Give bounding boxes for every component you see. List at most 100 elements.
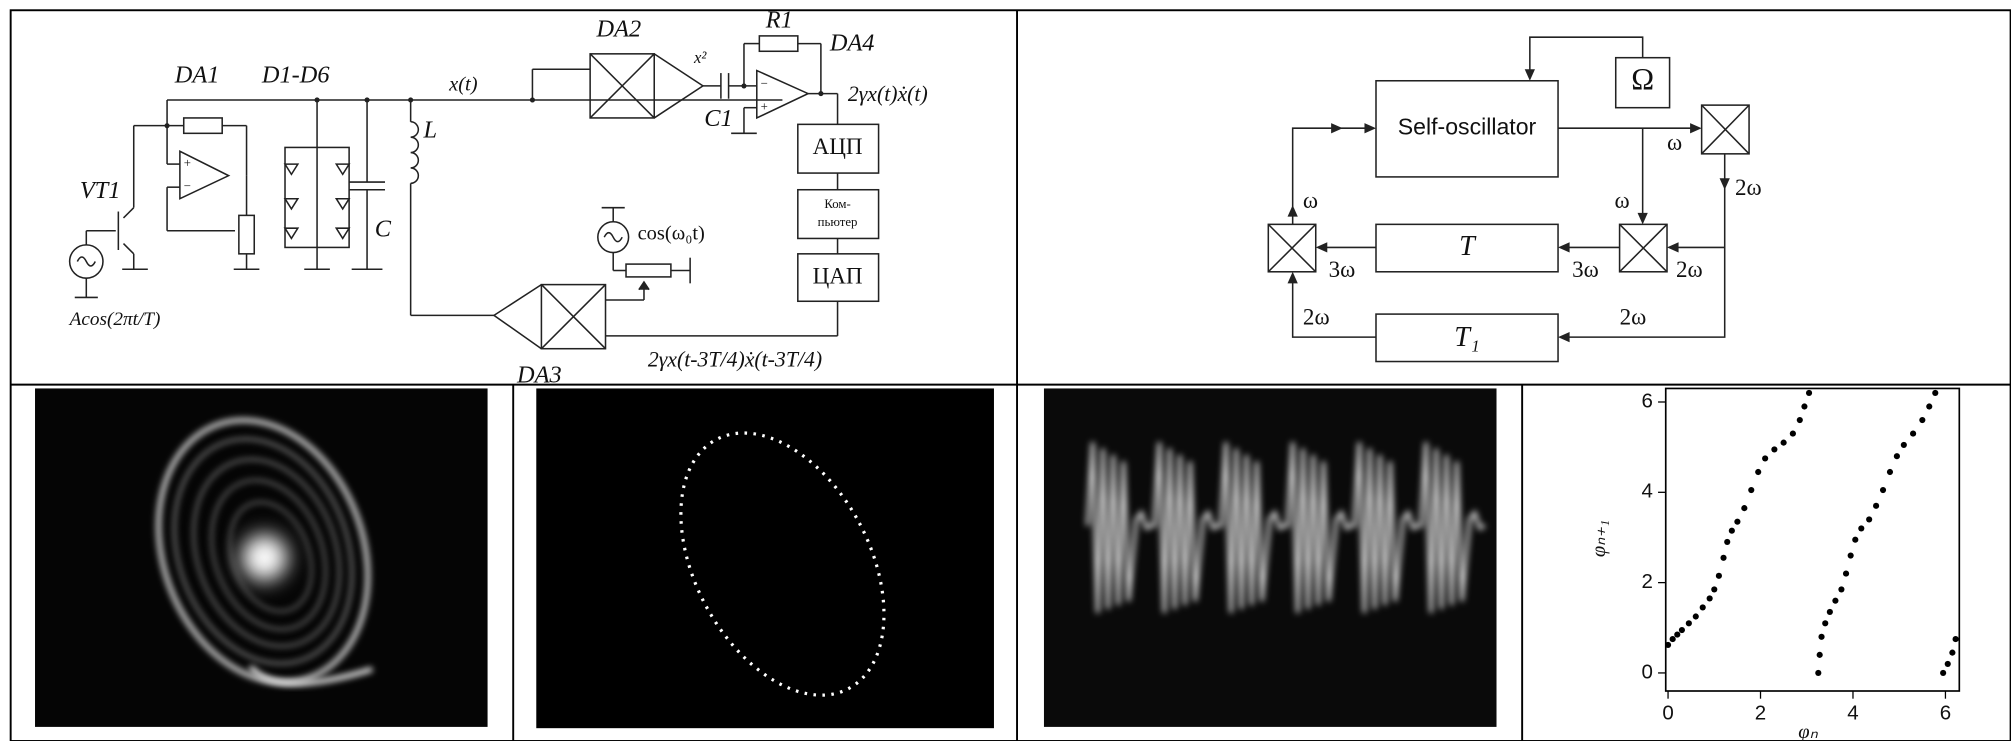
photo-spiral bbox=[35, 388, 488, 726]
point bbox=[1919, 417, 1925, 423]
point bbox=[1806, 390, 1812, 396]
point bbox=[1818, 634, 1824, 640]
point bbox=[1894, 453, 1900, 459]
circuit-label: C bbox=[375, 215, 392, 242]
return-map: 0 2 4 6 0 2 4 6 φₙ φₙ₊₁ bbox=[1588, 388, 1959, 741]
svg-text:+: + bbox=[761, 100, 768, 114]
y-tick-label: 6 bbox=[1642, 389, 1653, 412]
circuit-label: x(t) bbox=[448, 74, 478, 96]
point bbox=[1852, 537, 1858, 543]
y-axis-label: φₙ₊₁ bbox=[1588, 520, 1610, 557]
point bbox=[1945, 661, 1951, 667]
signal-label: ω bbox=[1614, 187, 1629, 213]
point bbox=[1748, 487, 1754, 493]
circuit-block-label: пьютер bbox=[818, 215, 858, 229]
circuit-block-label: Ком- bbox=[824, 197, 850, 211]
circuit-label: x² bbox=[693, 48, 707, 67]
svg-text:+: + bbox=[184, 156, 191, 170]
point bbox=[1801, 403, 1807, 409]
y-tick-label: 2 bbox=[1642, 570, 1653, 593]
point bbox=[1832, 598, 1838, 604]
circuit-label: D1-D6 bbox=[261, 62, 330, 89]
block-label: T bbox=[1459, 231, 1477, 262]
point bbox=[1926, 403, 1932, 409]
signal-label: 3ω bbox=[1329, 256, 1356, 282]
point bbox=[1873, 503, 1879, 509]
figure: + − − + DA1 D1-D6 VT1 Acos(2πt/T) C L x(t)… bbox=[0, 0, 2011, 741]
y-tick-label: 4 bbox=[1642, 480, 1653, 503]
point bbox=[1700, 604, 1706, 610]
signal-label: 2ω bbox=[1620, 304, 1647, 330]
point bbox=[1755, 469, 1761, 475]
point bbox=[1670, 636, 1676, 642]
point bbox=[1716, 573, 1722, 579]
point bbox=[1858, 525, 1864, 531]
svg-text:−: − bbox=[184, 179, 191, 193]
circuit-label: Acos(2πt/T) bbox=[68, 309, 161, 330]
point bbox=[1734, 519, 1740, 525]
circuit-label: R1 bbox=[765, 6, 793, 33]
point bbox=[1843, 571, 1849, 577]
x-axis-label: φₙ bbox=[1798, 721, 1818, 741]
signal-label: 2ω bbox=[1676, 256, 1703, 282]
point bbox=[1797, 417, 1803, 423]
block-label: Ω bbox=[1631, 62, 1654, 96]
point bbox=[1693, 613, 1699, 619]
circuit-label: DA1 bbox=[174, 62, 220, 89]
x-tick-label: 6 bbox=[1940, 701, 1951, 724]
point bbox=[1953, 636, 1959, 642]
point bbox=[1790, 431, 1796, 437]
point bbox=[1866, 516, 1872, 522]
circuit-label: DA3 bbox=[516, 362, 562, 389]
y-tick-label: 0 bbox=[1642, 660, 1653, 683]
point bbox=[1729, 528, 1735, 534]
point bbox=[1817, 652, 1823, 658]
photo-oscillogram bbox=[1044, 388, 1497, 726]
point bbox=[1880, 487, 1886, 493]
circuit-block-label: АЦП bbox=[813, 133, 863, 159]
point bbox=[1822, 620, 1828, 626]
photo-attractor bbox=[536, 388, 994, 729]
block-diagram: Self-oscillator Ω T T₁ ω ω ω 2ω 2ω 2ω 3ω… bbox=[1268, 37, 1761, 361]
point bbox=[1762, 455, 1768, 461]
point bbox=[1711, 586, 1717, 592]
point bbox=[1848, 552, 1854, 558]
point bbox=[1665, 642, 1671, 648]
signal-label: ω bbox=[1303, 187, 1318, 213]
point bbox=[1910, 431, 1916, 437]
x-tick-label: 0 bbox=[1662, 701, 1673, 724]
point bbox=[1720, 555, 1726, 561]
signal-label: 3ω bbox=[1572, 256, 1599, 282]
point bbox=[1827, 609, 1833, 615]
circuit-label: VT1 bbox=[80, 177, 121, 204]
point bbox=[1887, 469, 1893, 475]
circuit-label: DA2 bbox=[596, 15, 642, 42]
point bbox=[1838, 586, 1844, 592]
point bbox=[1940, 670, 1946, 676]
svg-text:−: − bbox=[761, 77, 768, 91]
point bbox=[1707, 595, 1713, 601]
circuit-label: DA4 bbox=[829, 29, 875, 56]
signal-label: 2ω bbox=[1735, 174, 1762, 200]
circuit: + − − + DA1 D1-D6 VT1 Acos(2πt/T) C L x(t)… bbox=[68, 6, 928, 388]
point bbox=[1815, 670, 1821, 676]
signal-label: 2ω bbox=[1303, 304, 1330, 330]
block-label: T₁ bbox=[1454, 322, 1479, 353]
x-tick-label: 2 bbox=[1755, 701, 1766, 724]
circuit-label: C1 bbox=[704, 105, 732, 132]
point bbox=[1949, 650, 1955, 656]
block-label: Self-oscillator bbox=[1398, 113, 1537, 139]
circuit-block-label: ЦАП bbox=[813, 262, 863, 288]
point bbox=[1741, 505, 1747, 511]
point bbox=[1679, 627, 1685, 633]
circuit-label: cos(ω₀t) bbox=[638, 222, 705, 244]
circuit-label: 2γx(t)ẋ(t) bbox=[848, 82, 928, 106]
point bbox=[1932, 390, 1938, 396]
point bbox=[1686, 620, 1692, 626]
signal-label: ω bbox=[1667, 129, 1682, 155]
circuit-label: L bbox=[422, 117, 437, 144]
point bbox=[1724, 539, 1730, 545]
point bbox=[1771, 446, 1777, 452]
point bbox=[1781, 440, 1787, 446]
x-tick-label: 4 bbox=[1847, 701, 1858, 724]
